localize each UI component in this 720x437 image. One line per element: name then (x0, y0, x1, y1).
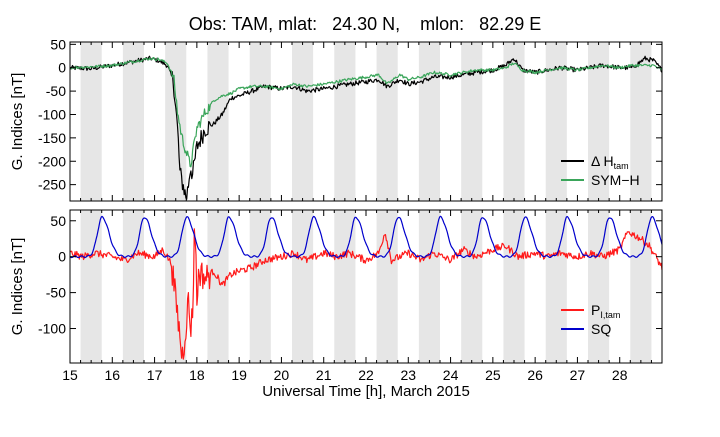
top-legend-label-dh: Δ Htam (591, 153, 629, 171)
top-legend-entry-symh: SYM−H (561, 172, 640, 188)
top-shaded-band (80, 42, 102, 201)
top-y-tick-label: -100 (38, 106, 66, 122)
chart-title: Obs: TAM, mlat: 24.30 N, mlon: 82.29 E (189, 14, 541, 34)
bottom-shaded-band (545, 210, 567, 363)
bottom-shaded-bands (80, 210, 652, 363)
top-legend-label-symh: SYM−H (591, 172, 640, 188)
top-axis-ticks: 50 0 -50 -100 -150 -200 -250 (38, 36, 663, 201)
top-y-tick-label: 50 (50, 36, 66, 52)
bottom-y-tick-label: 50 (50, 213, 66, 229)
top-shaded-band (418, 42, 440, 201)
top-legend-label-dh-sub: tam (614, 161, 629, 171)
bottom-y-axis-label: G. Indices [nT] (9, 238, 26, 336)
top-y-tick-label: -250 (38, 177, 66, 193)
top-shaded-band (461, 42, 483, 201)
x-tick-label: 21 (316, 367, 332, 383)
top-y-tick-label: -50 (46, 83, 66, 99)
bottom-legend-entry-sq: SQ (561, 321, 611, 337)
bottom-legend-label-pi: PI,tam (591, 302, 620, 320)
top-shaded-band (630, 42, 652, 201)
top-shaded-band (165, 42, 187, 201)
top-shaded-band (249, 42, 271, 201)
top-legend-entry-dh: Δ Htam (561, 153, 629, 171)
top-shaded-band (588, 42, 610, 201)
bottom-series-line-1 (69, 215, 663, 259)
x-tick-label: 23 (400, 367, 416, 383)
bottom-series-lines (69, 215, 663, 360)
top-series-line-1 (69, 57, 663, 168)
x-tick-label: 26 (527, 367, 543, 383)
top-legend-label-dh-main: Δ H (591, 153, 614, 169)
top-y-axis-label: G. Indices [nT] (9, 73, 26, 171)
top-series-lines (69, 55, 663, 200)
top-y-tick-label: -200 (38, 153, 66, 169)
x-tick-label: 24 (443, 367, 459, 383)
x-tick-label: 25 (485, 367, 501, 383)
x-tick-label: 15 (62, 367, 78, 383)
top-shaded-band (292, 42, 314, 201)
bottom-shaded-band (122, 210, 144, 363)
x-tick-label: 18 (189, 367, 205, 383)
bottom-y-tick-label: 0 (58, 249, 66, 265)
top-legend: Δ Htam SYM−H (561, 153, 640, 188)
x-axis-label: Universal Time [h], March 2015 (262, 383, 470, 400)
bottom-shaded-band (630, 210, 652, 363)
top-plot-frame (69, 41, 663, 202)
top-panel: 50 0 -50 -100 -150 -200 -250 G. Indices [nT] Δ… (9, 36, 663, 202)
top-y-tick-label: 0 (58, 60, 66, 76)
bottom-shaded-band (376, 210, 398, 363)
bottom-shaded-band (207, 210, 229, 363)
x-tick-label: 17 (147, 367, 163, 383)
top-y-tick-label: -150 (38, 130, 66, 146)
bottom-legend-label-pi-sub: I,tam (600, 310, 620, 320)
bottom-shaded-band (80, 210, 102, 363)
bottom-series-line-0 (69, 228, 663, 360)
x-tick-label: 28 (612, 367, 628, 383)
bottom-shaded-band (418, 210, 440, 363)
top-shaded-band (334, 42, 356, 201)
bottom-panel: 50 0 -50 -100 15 16 17 18 19 20 21 22 23 24 25 26 27 28 G… (9, 209, 663, 400)
top-shaded-band (207, 42, 229, 201)
bottom-legend-label-pi-main: P (591, 302, 600, 318)
bottom-plot-frame (69, 209, 663, 364)
x-tick-label: 16 (104, 367, 120, 383)
x-tick-label: 20 (274, 367, 290, 383)
bottom-axis-ticks: 50 0 -50 -100 15 16 17 18 19 20 21 22 23 24 25 26 27 28 (38, 210, 663, 383)
bottom-legend-label-sq: SQ (591, 321, 611, 337)
bottom-legend-entry-pi: PI,tam (561, 302, 620, 320)
x-tick-label: 22 (358, 367, 374, 383)
bottom-shaded-band (334, 210, 356, 363)
bottom-shaded-band (503, 210, 525, 363)
x-tick-label: 27 (570, 367, 586, 383)
top-shaded-band (122, 42, 144, 201)
bottom-y-tick-label: -100 (38, 321, 66, 337)
x-tick-label: 19 (231, 367, 247, 383)
bottom-shaded-band (461, 210, 483, 363)
top-shaded-band (503, 42, 525, 201)
bottom-shaded-band (292, 210, 314, 363)
top-shaded-band (376, 42, 398, 201)
bottom-legend: PI,tam SQ (561, 302, 620, 337)
top-shaded-band (545, 42, 567, 201)
bottom-shaded-band (249, 210, 271, 363)
bottom-shaded-band (588, 210, 610, 363)
bottom-y-tick-label: -50 (46, 285, 66, 301)
